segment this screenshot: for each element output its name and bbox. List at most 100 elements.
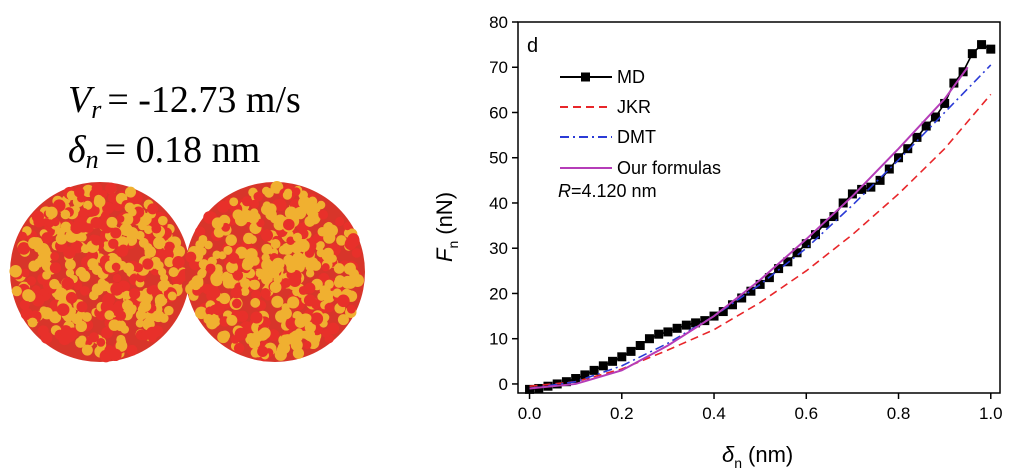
atom: [75, 268, 84, 277]
atom: [222, 277, 235, 289]
unit: (nN): [432, 192, 457, 235]
atom: [303, 329, 316, 341]
atom: [49, 262, 62, 274]
atom: [244, 251, 254, 261]
atom: [205, 263, 216, 274]
data-point: [967, 49, 977, 59]
data-point: [617, 352, 627, 362]
data-point: [884, 164, 894, 174]
atom: [324, 302, 334, 313]
atom: [194, 278, 204, 288]
atom: [100, 300, 114, 314]
data-point: [912, 132, 922, 142]
atom: [223, 245, 233, 255]
atom: [226, 261, 238, 274]
atom: [91, 264, 102, 275]
atom: [302, 313, 312, 323]
atom: [203, 240, 213, 250]
atom: [88, 332, 99, 343]
atom: [126, 344, 138, 356]
atom: [158, 215, 168, 226]
atom: [101, 326, 113, 339]
data-point: [561, 377, 571, 387]
symbol: δ: [722, 442, 735, 467]
y-axis-label: Fn (nN): [432, 192, 461, 262]
atom: [240, 287, 250, 296]
atom: [260, 288, 270, 297]
series-line: [529, 43, 992, 391]
atom: [270, 180, 284, 194]
atom: [310, 260, 322, 271]
atom: [261, 253, 270, 262]
atom: [243, 232, 255, 245]
subscript: n: [445, 241, 461, 249]
atom: [293, 206, 307, 220]
atom: [203, 313, 214, 325]
atom: [321, 250, 332, 261]
atom: [94, 194, 103, 204]
atom: [270, 239, 281, 249]
atom: [151, 223, 162, 234]
atom: [303, 294, 317, 307]
atom: [198, 235, 208, 244]
atom: [111, 262, 121, 272]
atom: [77, 221, 89, 233]
atom: [50, 251, 60, 261]
atom: [232, 298, 242, 309]
atom: [241, 259, 253, 271]
atom: [229, 197, 239, 207]
atom: [284, 206, 298, 220]
atom: [83, 200, 93, 210]
atom: [51, 217, 60, 227]
subscript: n: [86, 145, 99, 174]
atom: [241, 196, 253, 207]
atom: [291, 187, 301, 196]
atom: [118, 244, 129, 255]
data-point: [608, 356, 618, 366]
atom: [164, 256, 175, 268]
atom: [274, 198, 287, 212]
data-point: [930, 112, 940, 122]
data-point: [571, 374, 581, 384]
data-point: [949, 78, 959, 88]
atom: [265, 203, 277, 215]
x-tick-label: 0.0: [518, 404, 542, 423]
atom: [267, 329, 280, 341]
atom: [19, 299, 30, 310]
data-point: [792, 248, 802, 258]
atom: [273, 219, 285, 231]
atom: [261, 186, 271, 196]
atom: [76, 301, 88, 313]
atom: [108, 238, 119, 250]
atom: [121, 213, 134, 226]
atom: [297, 239, 310, 253]
annotation: R=4.120 nm: [558, 181, 657, 201]
atom: [253, 191, 264, 202]
atom: [33, 216, 45, 228]
data-point: [903, 144, 913, 154]
atom: [33, 244, 43, 253]
data-point: [921, 121, 931, 131]
series-line: [529, 66, 969, 390]
overlap-label: δn = 0.18 nm: [68, 129, 260, 174]
data-point: [958, 67, 968, 77]
atom: [143, 243, 153, 253]
atom: [285, 258, 298, 270]
data-point: [847, 189, 857, 199]
atom: [64, 259, 76, 271]
symbol: R: [558, 181, 571, 201]
atom: [195, 306, 208, 320]
atom: [123, 262, 135, 274]
atom: [287, 296, 300, 309]
atom: [346, 304, 356, 314]
atom: [164, 305, 174, 316]
atom: [269, 261, 283, 275]
atom: [209, 287, 221, 299]
atom: [106, 216, 118, 228]
atom: [89, 290, 99, 301]
atom: [26, 276, 37, 286]
atom: [333, 277, 345, 288]
atom: [288, 274, 302, 287]
atom: [337, 314, 349, 326]
atom: [110, 282, 124, 296]
